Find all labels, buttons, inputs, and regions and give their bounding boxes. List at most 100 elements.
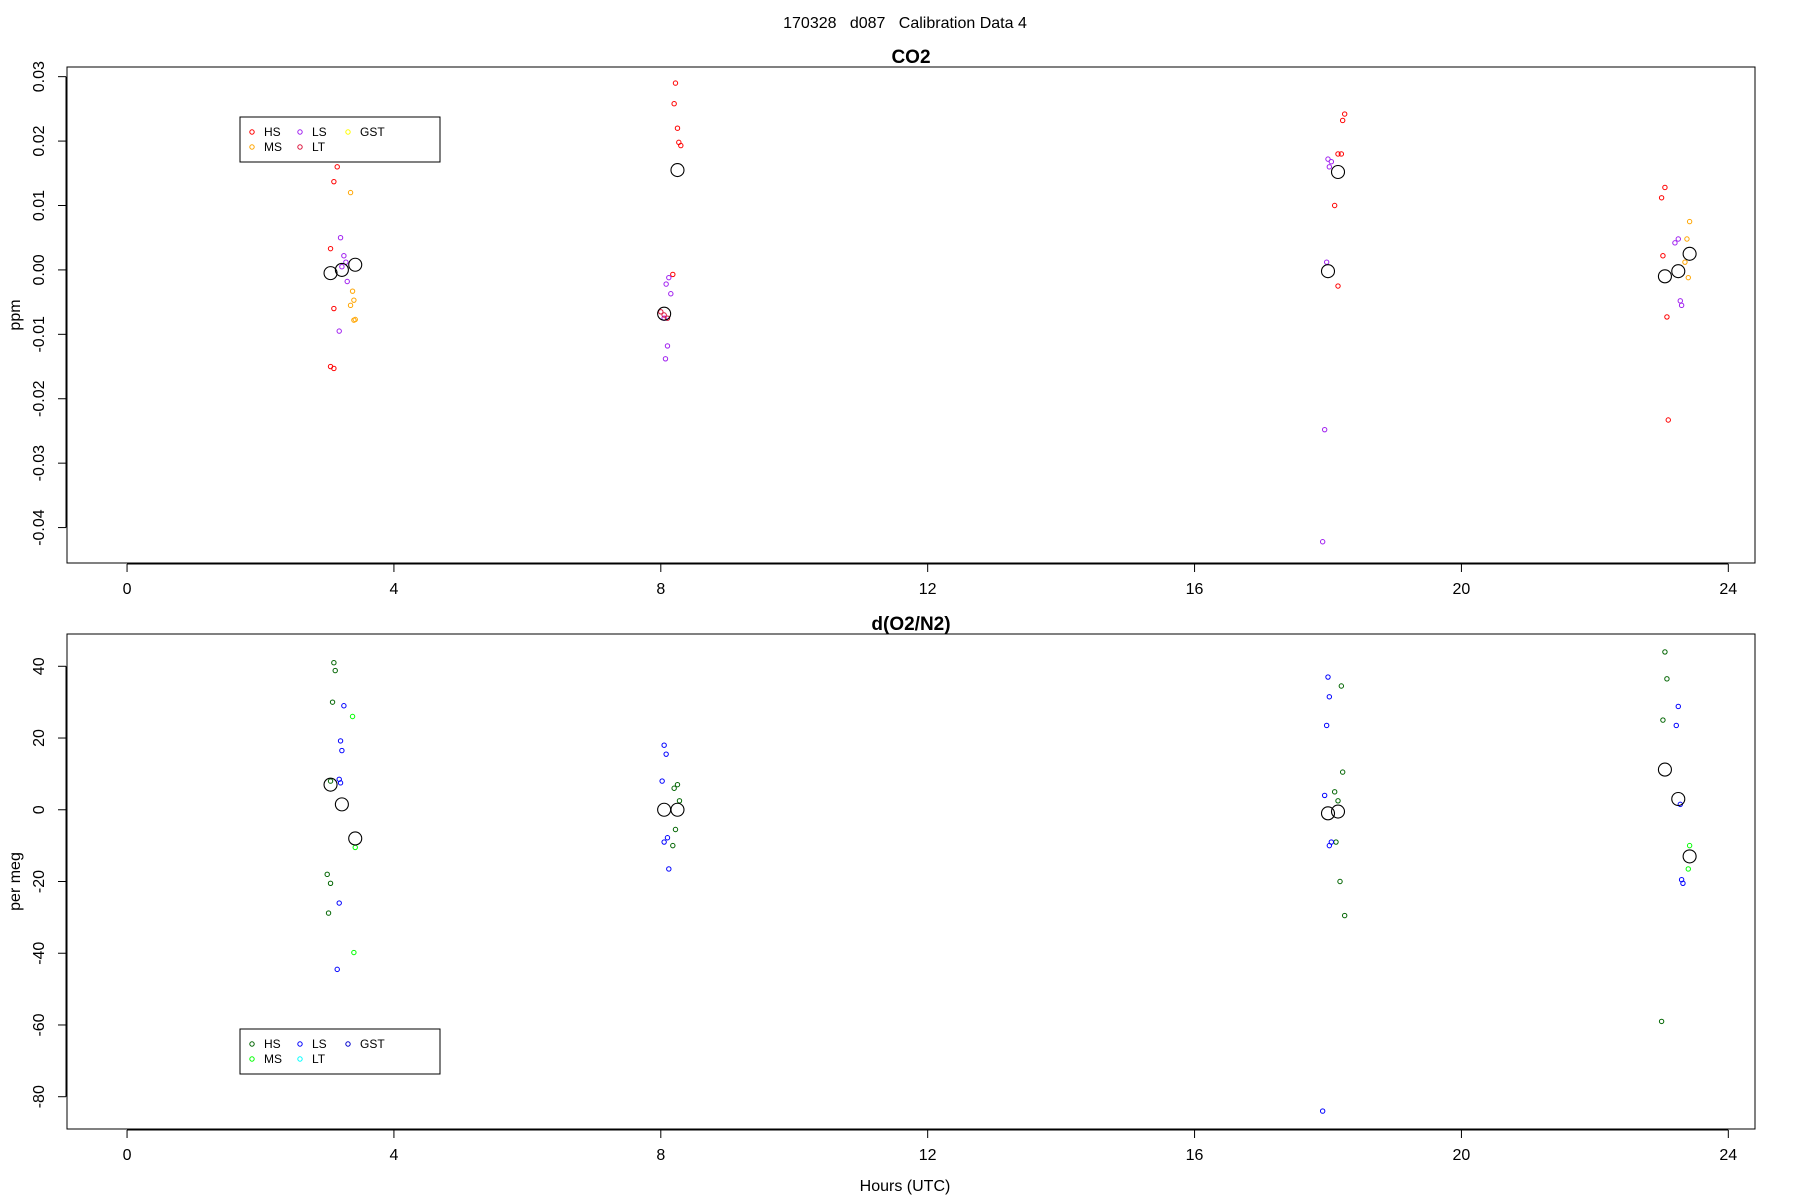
data-point xyxy=(339,263,345,270)
data-point xyxy=(1328,158,1335,165)
data-point xyxy=(674,781,681,788)
x-tick-label: 24 xyxy=(1719,1147,1737,1164)
legend-label: HS xyxy=(264,125,281,139)
legend-marker xyxy=(249,1056,255,1062)
data-point xyxy=(341,703,347,709)
data-point xyxy=(1326,164,1333,170)
mean-marker xyxy=(323,777,338,792)
data-point xyxy=(331,365,337,372)
mean-markers xyxy=(323,163,1697,321)
data-point xyxy=(347,302,354,309)
x-tick-label: 8 xyxy=(656,1147,665,1164)
mean-marker xyxy=(657,306,672,321)
mean-marker xyxy=(323,266,338,281)
data-point xyxy=(1675,236,1681,242)
data-point xyxy=(1321,792,1328,799)
series-ms xyxy=(347,189,1693,323)
y-tick-label: -0.02 xyxy=(31,380,48,417)
x-tick-label: 16 xyxy=(1186,1147,1204,1164)
data-point xyxy=(1660,253,1666,259)
series-ls xyxy=(334,674,1686,1114)
data-point xyxy=(1319,1108,1326,1114)
data-point xyxy=(337,235,344,241)
y-tick-label: -0.04 xyxy=(31,509,48,546)
data-point xyxy=(334,966,340,973)
data-point xyxy=(674,125,681,131)
x-tick-label: 12 xyxy=(919,1147,937,1164)
data-point xyxy=(1335,798,1341,804)
plot-frame xyxy=(66,633,1756,1130)
series-hs xyxy=(327,80,1671,423)
data-point xyxy=(352,844,358,851)
data-point xyxy=(347,189,354,196)
data-point xyxy=(1335,151,1341,157)
data-point xyxy=(1331,202,1338,209)
data-point xyxy=(659,778,665,784)
data-point xyxy=(664,343,671,349)
mean-marker xyxy=(1671,264,1686,279)
y-tick-label: 40 xyxy=(31,657,48,675)
mean-marker xyxy=(334,797,349,812)
data-point xyxy=(351,317,357,323)
mean-marker xyxy=(1320,806,1336,821)
x-tick-label: 24 xyxy=(1719,581,1737,598)
plot-frame xyxy=(66,66,1756,564)
data-point xyxy=(1325,674,1331,680)
legend-label: LT xyxy=(312,140,326,154)
data-point xyxy=(337,780,344,786)
data-point xyxy=(670,842,676,849)
data-point xyxy=(672,826,679,833)
data-point xyxy=(1338,683,1345,689)
data-point xyxy=(661,312,667,318)
legend-marker xyxy=(345,129,351,135)
data-point xyxy=(1331,789,1338,795)
x-axis-label: Hours (UTC) xyxy=(860,1178,951,1195)
data-point xyxy=(1326,694,1333,700)
data-point xyxy=(339,747,345,754)
data-point xyxy=(327,778,334,784)
data-point xyxy=(676,798,683,804)
mean-marker xyxy=(1682,849,1697,864)
data-point xyxy=(1673,722,1679,729)
legend-label: GST xyxy=(360,1037,385,1051)
legend-label: HS xyxy=(264,1037,281,1051)
legend-marker xyxy=(297,129,303,135)
data-point xyxy=(1323,259,1330,265)
y-tick-label: -80 xyxy=(31,1085,48,1108)
data-point xyxy=(658,309,664,315)
mean-marker xyxy=(670,802,685,817)
y-tick-label: 20 xyxy=(31,729,48,747)
mean-marker xyxy=(334,262,349,277)
data-point xyxy=(1685,866,1691,872)
data-point xyxy=(351,949,357,956)
data-point xyxy=(1664,314,1670,320)
data-point xyxy=(336,328,342,334)
data-point xyxy=(1675,703,1681,710)
legend-label: GST xyxy=(360,125,385,139)
data-point xyxy=(337,738,344,744)
chart-title: d(O2/N2) xyxy=(871,614,950,635)
data-point xyxy=(332,667,338,674)
data-point xyxy=(349,713,356,720)
mean-marker xyxy=(348,831,363,846)
chart-panel: CO2 0 4 8 12 16 20 24 -0.04 -0.03 -0.02 -0.01 0.00 0.… xyxy=(7,47,1756,598)
y-tick-label: -0.01 xyxy=(31,316,48,353)
figure-title: 170328 d087 Calibration Data 4 xyxy=(783,15,1027,32)
mean-markers xyxy=(323,762,1697,864)
data-point xyxy=(672,80,679,86)
data-point xyxy=(1321,426,1328,433)
mean-marker xyxy=(348,257,363,272)
mean-marker xyxy=(1682,246,1697,261)
data-point xyxy=(1325,156,1331,162)
y-tick-label: 0.02 xyxy=(31,125,48,156)
data-point xyxy=(349,288,356,294)
data-point xyxy=(329,699,336,705)
data-point xyxy=(344,278,350,285)
data-point xyxy=(1339,117,1346,124)
data-point xyxy=(324,871,330,878)
data-point xyxy=(327,245,334,252)
data-point xyxy=(1686,218,1693,225)
data-point xyxy=(664,315,671,321)
